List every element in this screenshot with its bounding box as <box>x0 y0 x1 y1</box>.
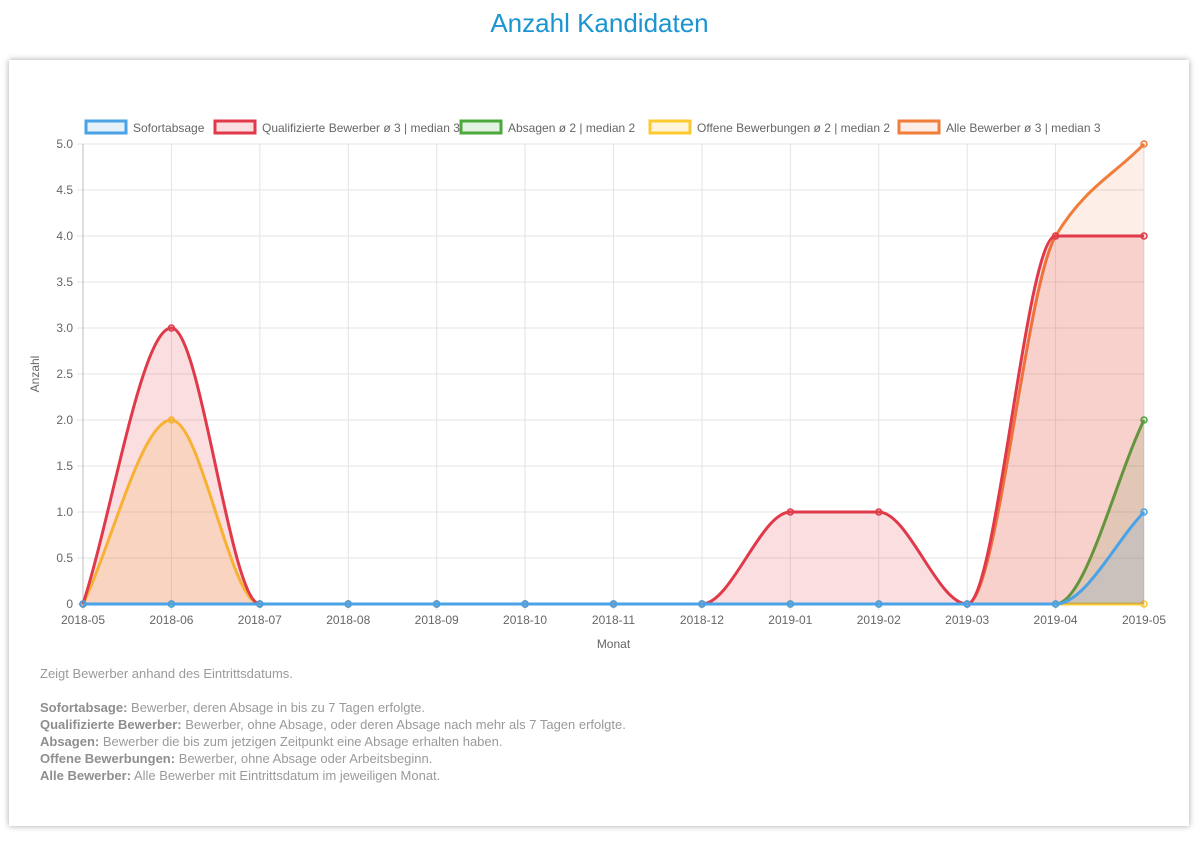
legend-label: Alle Bewerber ø 3 | median 3 <box>946 121 1101 135</box>
legend-item: Absagen ø 2 | median 2 <box>459 119 636 135</box>
data-point <box>1140 508 1148 516</box>
description-intro: Zeigt Bewerber anhand des Eintrittsdatum… <box>40 666 293 681</box>
data-point <box>698 600 706 608</box>
y-tick-label: 2.5 <box>56 367 73 381</box>
legend-item: Alle Bewerber ø 3 | median 3 <box>897 119 1101 135</box>
data-point <box>79 600 87 608</box>
data-point <box>1140 140 1148 148</box>
data-point <box>167 600 176 608</box>
legend-label: Sofortabsage <box>133 121 205 135</box>
y-tick-label: 3.0 <box>56 321 73 335</box>
series-area <box>83 144 1144 604</box>
data-point <box>875 600 883 608</box>
y-tick-label: 3.5 <box>56 275 73 289</box>
data-point <box>875 508 883 516</box>
description-item: Qualifizierte Bewerber: Bewerber, ohne A… <box>40 716 1140 733</box>
description-term: Sofortabsage: <box>40 700 128 715</box>
data-point <box>256 600 264 608</box>
data-point <box>786 600 795 608</box>
y-tick-label: 4.5 <box>56 183 73 197</box>
description-term: Alle Bewerber: <box>40 768 132 783</box>
y-axis-title: Anzahl <box>28 356 42 393</box>
legend-item: Sofortabsage <box>84 119 205 135</box>
series-line <box>83 510 1146 606</box>
data-point <box>1051 232 1060 240</box>
legend-item: Offene Bewerbungen ø 2 | median 2 <box>648 119 890 135</box>
legend-swatch <box>459 119 503 135</box>
data-point <box>344 600 352 608</box>
data-point <box>1051 600 1060 608</box>
data-point <box>1140 232 1148 240</box>
data-point <box>167 416 176 424</box>
description-term: Absagen: <box>40 734 100 749</box>
description-text: Bewerber, deren Absage in bis zu 7 Tagen… <box>127 700 425 715</box>
legend-swatch <box>84 119 128 135</box>
page-title: Anzahl Kandidaten <box>490 8 709 38</box>
grid <box>77 143 1145 610</box>
data-point <box>1140 600 1148 608</box>
legend-label: Absagen ø 2 | median 2 <box>508 121 636 135</box>
legend-label: Offene Bewerbungen ø 2 | median 2 <box>697 121 890 135</box>
x-tick-label: 2019-03 <box>945 613 989 627</box>
x-axis-title: Monat <box>597 637 631 651</box>
data-point <box>609 600 618 608</box>
x-tick-label: 2018-07 <box>238 613 282 627</box>
legend-swatch <box>897 119 941 135</box>
legend-item: Qualifizierte Bewerber ø 3 | median 3 <box>213 119 460 135</box>
description-term: Offene Bewerbungen: <box>40 751 176 766</box>
data-point <box>1140 416 1148 424</box>
data-point <box>786 508 795 516</box>
y-tick-label: 1.0 <box>56 505 73 519</box>
description-item: Sofortabsage: Bewerber, deren Absage in … <box>40 699 1140 716</box>
x-tick-label: 2018-12 <box>680 613 724 627</box>
data-point <box>521 600 529 608</box>
x-tick-label: 2018-06 <box>149 613 193 627</box>
description-item: Offene Bewerbungen: Bewerber, ohne Absag… <box>40 750 1140 767</box>
x-tick-label: 2019-01 <box>768 613 812 627</box>
legend-swatch <box>648 119 692 135</box>
y-tick-label: 0 <box>66 597 73 611</box>
y-tick-label: 0.5 <box>56 551 73 565</box>
data-point <box>963 600 971 608</box>
series-area <box>83 420 1144 604</box>
description-text: Alle Bewerber mit Eintrittsdatum im jewe… <box>131 768 441 783</box>
y-tick-label: 5.0 <box>56 137 73 151</box>
data-point <box>167 324 176 332</box>
x-tick-label: 2018-09 <box>415 613 459 627</box>
y-tick-label: 2.0 <box>56 413 73 427</box>
x-tick-label: 2018-05 <box>61 613 105 627</box>
x-tick-label: 2019-04 <box>1034 613 1078 627</box>
chart: 0 0.5 1.0 1.5 2.0 2.5 3.0 3.5 4.0 4.5 5.0 2018-05 20… <box>28 119 1166 651</box>
legend-swatch <box>213 119 257 135</box>
description-text: Bewerber, ohne Absage oder Arbeitsbeginn… <box>175 751 433 766</box>
x-tick-label: 2018-11 <box>592 613 635 627</box>
description-term: Qualifizierte Bewerber: <box>40 717 182 732</box>
description-text: Bewerber die bis zum jetzigen Zeitpunkt … <box>99 734 503 749</box>
data-point <box>432 600 441 608</box>
x-tick-label: 2018-10 <box>503 613 547 627</box>
x-tick-label: 2018-08 <box>326 613 370 627</box>
series-0 <box>79 508 1148 608</box>
description-text: Bewerber, ohne Absage, oder deren Absage… <box>181 717 626 732</box>
description-item: Alle Bewerber: Alle Bewerber mit Eintrit… <box>40 767 1140 784</box>
y-tick-label: 4.0 <box>56 229 73 243</box>
x-tick-label: 2019-02 <box>857 613 901 627</box>
y-tick-label: 1.5 <box>56 459 73 473</box>
description-item: Absagen: Bewerber die bis zum jetzigen Z… <box>40 733 1140 750</box>
chart-description: Zeigt Bewerber anhand des Eintrittsdatum… <box>40 665 1140 784</box>
x-tick-label: 2019-05 <box>1122 613 1166 627</box>
chart-card: 0 0.5 1.0 1.5 2.0 2.5 3.0 3.5 4.0 4.5 5.0 2018-05 20… <box>9 60 1189 826</box>
legend-label: Qualifizierte Bewerber ø 3 | median 3 <box>262 121 460 135</box>
